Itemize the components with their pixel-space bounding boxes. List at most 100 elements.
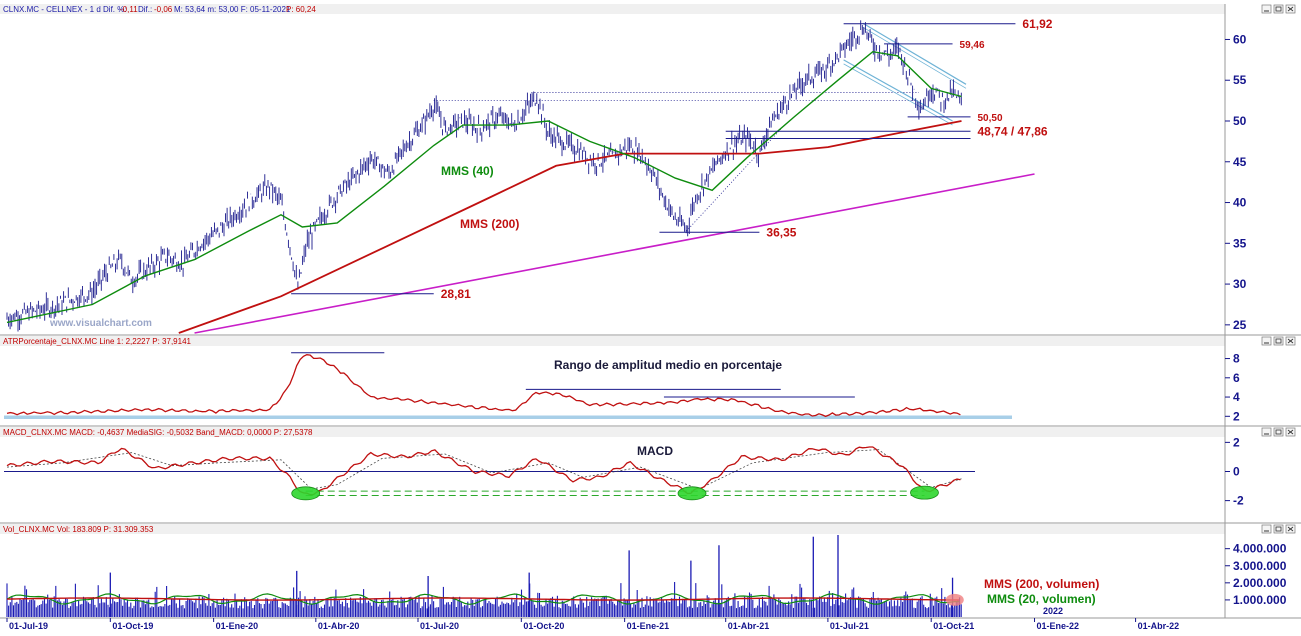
x-tick-label: 01-Ene-21 <box>627 621 670 631</box>
x-tick-label: 01-Jul-20 <box>420 621 459 631</box>
price-y-tick-label: 25 <box>1233 318 1247 332</box>
macd-y-tick-label: 2 <box>1233 435 1240 449</box>
vol-y-tick-label: 4.000.000 <box>1233 542 1287 556</box>
atr-panel: 2 4 6 8 <box>4 352 1240 423</box>
panel-separators <box>0 4 1301 619</box>
price-header-bar <box>0 4 1225 14</box>
macd-panel: -2 0 2 <box>4 435 1244 508</box>
atr-header: ATRPorcentaje_CLNX.MC Line 1: 2,2227 P: … <box>3 337 192 346</box>
x-tick-label: 01-Oct-21 <box>933 621 974 631</box>
macd-title: MACD <box>637 444 673 458</box>
close-icon <box>1287 338 1294 344</box>
price-level-label: 61,92 <box>1022 17 1052 31</box>
atr-y-tick-label: 8 <box>1233 352 1240 366</box>
price-header-left: CLNX.MC - CELLNEX - 1 d Dif. %: <box>3 5 127 14</box>
sma40-label: MMS (40) <box>441 164 494 178</box>
panel-minimize-button[interactable] <box>1261 524 1272 534</box>
volume-panel: 1.000.000 2.000.000 3.000.000 4.000.000 <box>6 535 1287 617</box>
macd-y-tick-label: -2 <box>1233 494 1244 508</box>
macd-bottom-highlight <box>291 486 321 501</box>
panel-minimize-button[interactable] <box>1261 4 1272 14</box>
x-tick-label: 01-Ene-20 <box>216 621 259 631</box>
panel-minimize-button[interactable] <box>1261 336 1272 346</box>
x-tick-label: 01-Jul-21 <box>830 621 869 631</box>
price-header-rest: M: 53,64 m: 53,00 F: 05-11-2021 <box>174 5 291 14</box>
price-level-label: 36,35 <box>766 225 796 239</box>
x-tick-label: 01-Abr-20 <box>318 621 360 631</box>
price-y-tick-label: 30 <box>1233 277 1247 291</box>
x-tick-label: 01-Jul-19 <box>9 621 48 631</box>
x-tick-label: 01-Oct-19 <box>112 621 153 631</box>
price-header-dif: -0,06 <box>154 5 173 14</box>
macd-line <box>6 446 961 496</box>
vol-y-tick-label: 3.000.000 <box>1233 559 1287 573</box>
close-icon <box>1287 6 1294 12</box>
panel-window-controls[interactable] <box>1261 4 1296 534</box>
price-y-tick-label: 50 <box>1233 114 1247 128</box>
atr-line <box>6 354 961 418</box>
trendline-channel <box>862 26 967 89</box>
volume-header: Vol_CLNX.MC Vol: 183.809 P: 31.309.353 <box>3 525 154 534</box>
sma40-line <box>6 50 962 324</box>
macd-y-tick-label: 0 <box>1233 464 1240 478</box>
macd-header-bar <box>0 427 1225 437</box>
sma200-label: MMS (200) <box>460 217 519 231</box>
x-tick-label: 01-Ene-22 <box>1037 621 1080 631</box>
vol-y-tick-label: 2.000.000 <box>1233 576 1287 590</box>
atr-y-tick-label: 6 <box>1233 371 1240 385</box>
vol-sma200-label: MMS (200, volumen) <box>984 577 1099 591</box>
watermark: www.visualchart.com <box>49 318 152 329</box>
x-tick-label: 01-Abr-21 <box>728 621 770 631</box>
price-header-difpct: -0,11 <box>120 5 138 14</box>
macd-header: MACD_CLNX.MC MACD: -0,4637 MediaSIG: -0,… <box>3 428 313 437</box>
price-level-label: 28,81 <box>441 287 471 301</box>
price-y-tick-label: 35 <box>1233 236 1247 250</box>
panel-minimize-button[interactable] <box>1261 427 1272 437</box>
year-label: 2022 <box>1043 606 1063 616</box>
price-y-tick-label: 40 <box>1233 196 1247 210</box>
panel-maximize-button[interactable] <box>1273 427 1284 437</box>
close-icon <box>1287 429 1294 435</box>
panel-headers: CLNX.MC - CELLNEX - 1 d Dif. %: -0,11 Di… <box>0 4 1225 534</box>
panel-maximize-button[interactable] <box>1273 524 1284 534</box>
atr-header-bar <box>0 336 1225 346</box>
price-bars <box>6 20 962 332</box>
trendline-channel <box>862 22 967 85</box>
x-axis: 01-Jul-19 01-Oct-19 01-Ene-20 01-Abr-20 01-J… <box>6 618 1180 631</box>
close-icon <box>1287 526 1294 532</box>
atr-y-tick-label: 4 <box>1233 390 1240 404</box>
price-level-label: 50,50 <box>978 113 1003 124</box>
volume-highlight <box>945 593 964 606</box>
macd-signal-line <box>6 449 962 490</box>
atr-y-tick-label: 2 <box>1233 409 1240 423</box>
vol-y-tick-label: 1.000.000 <box>1233 593 1287 607</box>
panel-maximize-button[interactable] <box>1273 4 1284 14</box>
macd-bottom-highlight <box>677 486 707 501</box>
price-level-label: 59,46 <box>960 40 985 51</box>
volume-header-bar <box>0 524 1225 534</box>
maximize-icon <box>1275 338 1282 344</box>
trendline-channel <box>843 63 953 126</box>
price-header-dif-label: Dif.: <box>138 5 152 14</box>
price-header-p: P: 60,24 <box>286 5 316 14</box>
macd-bottom-highlight <box>910 485 939 500</box>
vol-sma20-label: MMS (20, volumen) <box>987 592 1096 606</box>
atr-title: Rango de amplitud medio en porcentaje <box>554 358 782 372</box>
x-tick-label: 01-Abr-22 <box>1138 621 1180 631</box>
trendline-support <box>194 173 1035 334</box>
trendline-channel <box>843 59 953 122</box>
vol-sma200-line <box>6 597 960 601</box>
price-y-tick-label: 55 <box>1233 73 1247 87</box>
panel-maximize-button[interactable] <box>1273 336 1284 346</box>
maximize-icon <box>1275 429 1282 435</box>
trendline-dotted <box>686 128 782 232</box>
maximize-icon <box>1275 526 1282 532</box>
price-y-tick-label: 45 <box>1233 155 1247 169</box>
price-y-tick-label: 60 <box>1233 32 1247 46</box>
price-level-label: 48,74 / 47,86 <box>978 124 1048 138</box>
x-tick-label: 01-Oct-20 <box>523 621 564 631</box>
maximize-icon <box>1275 6 1282 12</box>
